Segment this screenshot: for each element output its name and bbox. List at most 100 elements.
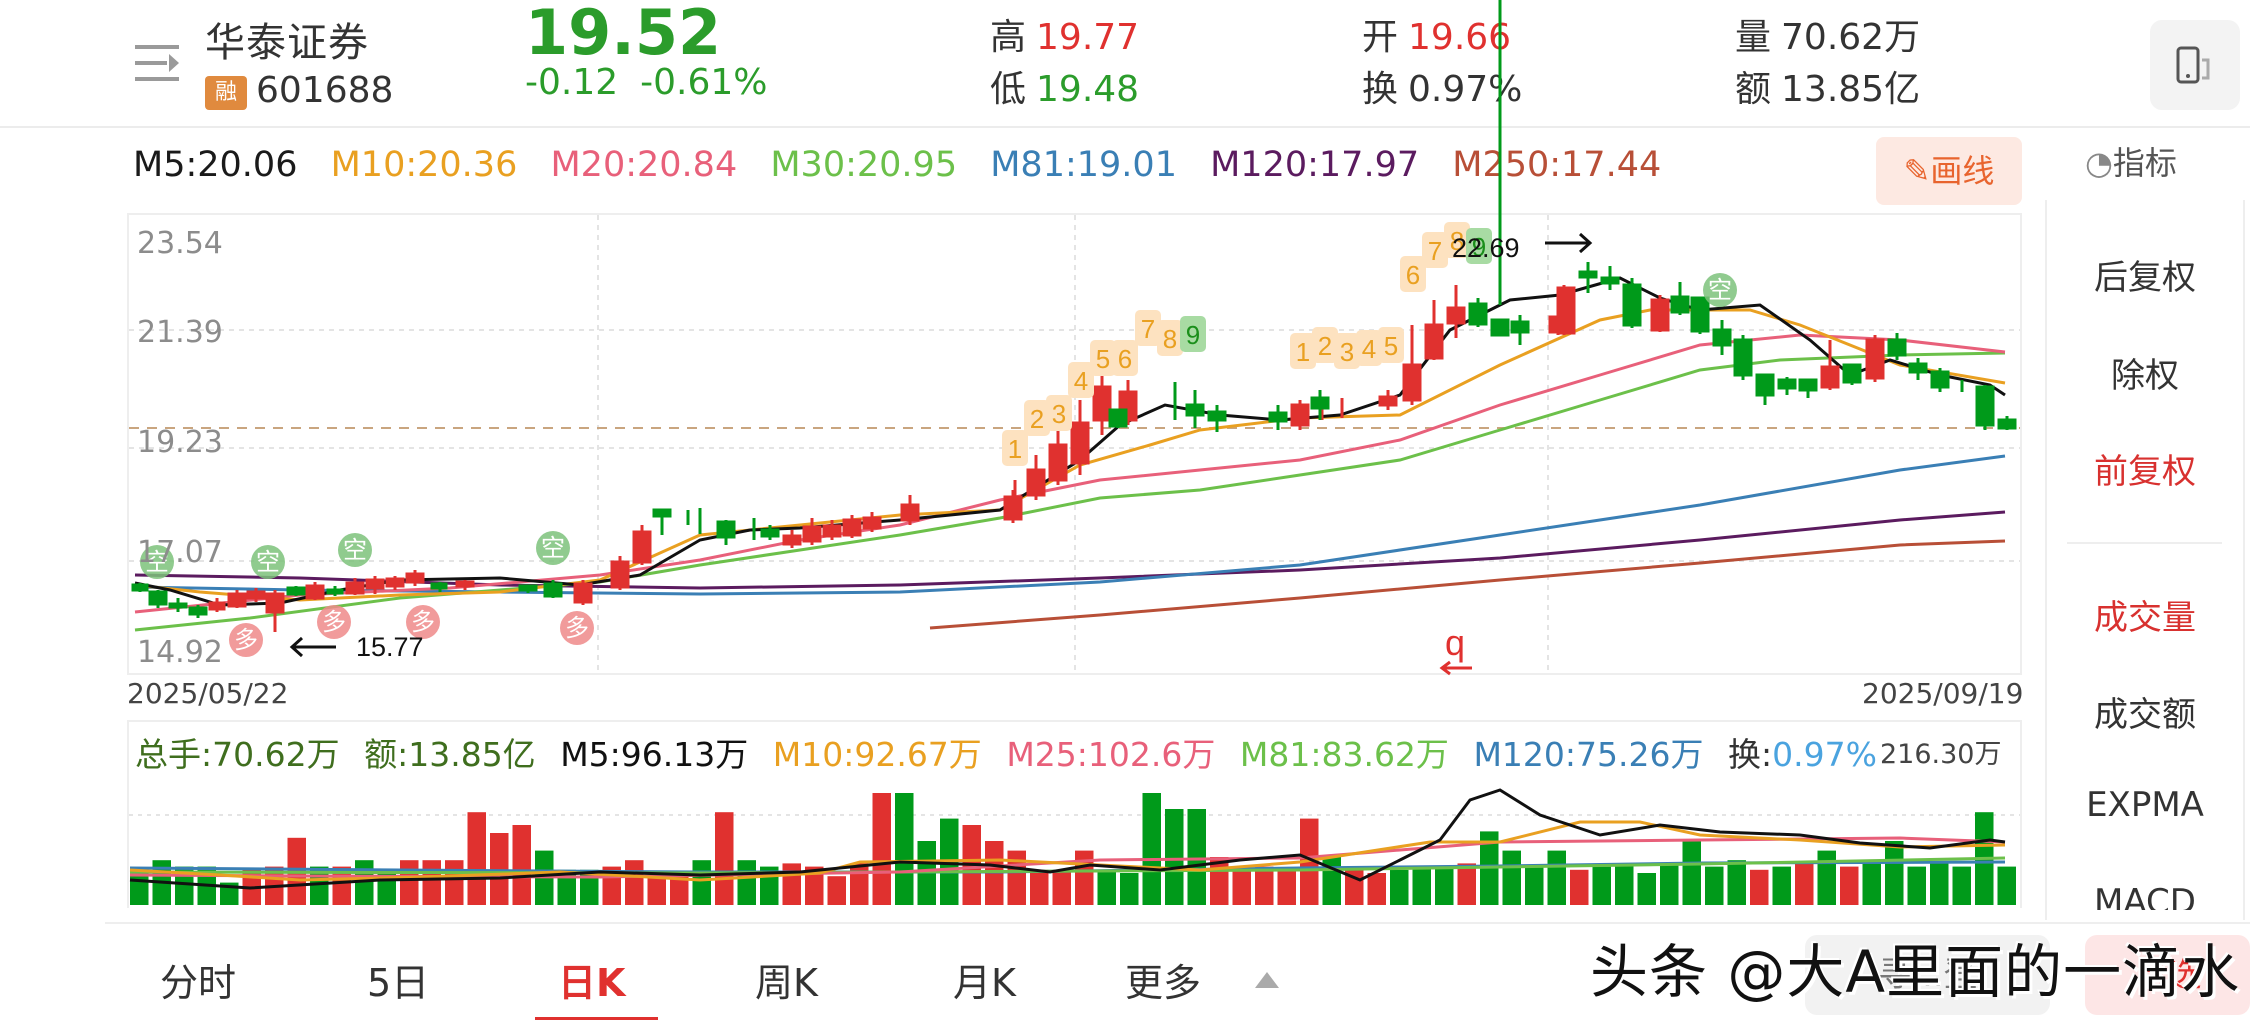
svg-text:4: 4 [1362, 334, 1376, 364]
svg-text:多: 多 [322, 609, 346, 636]
volume-stat: 量 70.62万 [1735, 8, 1920, 60]
low-value: 19.48 [1036, 69, 1140, 110]
event-marker-q[interactable]: q [1445, 622, 1465, 663]
turnover-value: 0.97% [1408, 69, 1523, 110]
svg-text:3: 3 [1340, 337, 1354, 367]
svg-text:2: 2 [1318, 331, 1332, 361]
indicator-label: 指标 [2112, 144, 2177, 182]
vol-m5-label: M5:96.13万 [560, 735, 749, 774]
candlesticks [131, 0, 2017, 632]
svg-text:7: 7 [1428, 236, 1442, 266]
tab-weekly-k[interactable]: 周K [755, 961, 818, 1005]
tab-intraday[interactable]: 分时 [160, 961, 237, 1005]
y-label-4: 17.07 [137, 535, 223, 570]
ma5-label: M5:20.06 [133, 145, 298, 185]
vol-turnover-value: 0.97% [1772, 735, 1877, 774]
amount-value: 13.85亿 [1781, 69, 1921, 110]
side-item-ex-rights[interactable]: 除权 [2111, 356, 2179, 396]
side-item-macd[interactable]: MACD [2094, 882, 2196, 910]
change-percent: -0.61% [640, 62, 768, 103]
y-label-2: 21.39 [137, 315, 223, 350]
ma10-label: M10:20.36 [330, 145, 518, 185]
high-stat: 高 19.77 [990, 8, 1139, 60]
quote-header: 华泰证券 融 601688 19.52 -0.12 -0.61% 高 19.77 低… [0, 0, 2250, 128]
side-item-volume[interactable]: 成交量 [2094, 598, 2196, 638]
svg-text:8: 8 [1450, 226, 1464, 256]
vol-m120-label: M120:75.26万 [1473, 735, 1704, 774]
low-annotation [289, 636, 336, 658]
open-stat: 开 19.66 [1362, 8, 1511, 60]
tab-more[interactable]: 更多 [1125, 961, 1202, 1005]
side-item-backward-adjust[interactable]: 后复权 [2094, 258, 2196, 298]
side-item-expma[interactable]: EXPMA [2086, 785, 2204, 825]
stock-code: 601688 [256, 70, 394, 111]
ma30-label: M30:20.95 [770, 145, 958, 185]
turnover-label: 换 [1362, 69, 1399, 110]
y-label-top: 23.54 [137, 226, 223, 261]
side-item-amount[interactable]: 成交额 [2094, 695, 2196, 735]
svg-text:8: 8 [1163, 324, 1177, 354]
indicator-button[interactable]: ◔指标 [2085, 138, 2177, 184]
side-panel: 后复权 除权 前复权 成交量 成交额 EXPMA MACD [2045, 200, 2245, 920]
low-label: 低 [990, 69, 1027, 110]
active-tab-indicator [535, 1017, 658, 1020]
draw-line-button[interactable]: ✎画线 [1876, 137, 2022, 205]
svg-text:多: 多 [411, 609, 435, 636]
svg-text:5: 5 [1096, 344, 1110, 374]
current-price: 19.52 [525, 0, 722, 69]
svg-text:7: 7 [1141, 314, 1155, 344]
amount-stat: 额 13.85亿 [1735, 60, 1920, 112]
volume-chart[interactable] [127, 720, 2022, 908]
ma250-label: M250:17.44 [1452, 145, 1662, 185]
svg-text:空: 空 [1708, 277, 1732, 304]
total-hands-label: 总手:70.62万 [135, 735, 340, 774]
trade-button[interactable]: 寻...登 [1805, 935, 2050, 1015]
chevron-up-icon[interactable] [1255, 972, 1279, 988]
volume-value: 70.62万 [1781, 17, 1921, 58]
menu-arrow-icon[interactable] [135, 42, 185, 84]
tab-daily-k[interactable]: 日K [558, 961, 626, 1005]
svg-text:1: 1 [1008, 434, 1022, 464]
volume-max-label: 216.30万 [1880, 739, 2002, 770]
low-price-label: 15.77 [356, 632, 424, 662]
ma81-label: M81:19.01 [990, 145, 1177, 185]
volume-label: 量 [1735, 17, 1772, 58]
high-annotation [1545, 232, 1593, 254]
vol-amount-label: 额:13.85亿 [364, 735, 536, 774]
stock-name: 华泰证券 [205, 20, 369, 66]
vol-m81-label: M81:83.62万 [1239, 735, 1449, 774]
pencil-icon: ✎ [1903, 152, 1931, 190]
tab-monthly-k[interactable]: 月K [953, 961, 1016, 1005]
end-date: 2025/09/19 [1862, 677, 2024, 710]
svg-text:1: 1 [1296, 337, 1310, 367]
svg-text:2: 2 [1030, 404, 1044, 434]
vol-m10-label: M10:92.67万 [772, 735, 982, 774]
ma20-label: M20:20.84 [550, 145, 738, 185]
price-change: -0.12 -0.61% [525, 62, 790, 103]
svg-text:空: 空 [145, 549, 169, 576]
margin-badge: 融 [205, 76, 247, 110]
tab-5day[interactable]: 5日 [367, 961, 430, 1005]
svg-text:多: 多 [565, 615, 589, 642]
high-label: 高 [990, 17, 1027, 58]
device-switch-button[interactable] [2150, 20, 2240, 110]
high-price-label: 22.69 [1452, 233, 1520, 263]
phone-switch-icon [2176, 46, 2210, 84]
amount-label: 额 [1735, 69, 1772, 110]
svg-text:空: 空 [256, 549, 280, 576]
kline-chart[interactable] [127, 213, 2022, 675]
add-watchlist-button[interactable]: 自选 [2085, 935, 2250, 1015]
open-value: 19.66 [1408, 17, 1512, 58]
vol-m25-label: M25:102.6万 [1006, 735, 1216, 774]
ma-legend: M5:20.06 M10:20.36 M20:20.84 M30:20.95 M… [133, 145, 1683, 185]
signal-markers: 空空空空空 多多多多 [140, 273, 1737, 657]
svg-text:6: 6 [1118, 344, 1132, 374]
gauge-icon: ◔ [2085, 144, 2113, 182]
turnover-stat: 换 0.97% [1362, 60, 1522, 112]
low-stat: 低 19.48 [990, 60, 1139, 112]
svg-text:4: 4 [1074, 366, 1088, 396]
side-item-forward-adjust[interactable]: 前复权 [2094, 452, 2196, 492]
y-label-3: 19.23 [137, 425, 223, 460]
